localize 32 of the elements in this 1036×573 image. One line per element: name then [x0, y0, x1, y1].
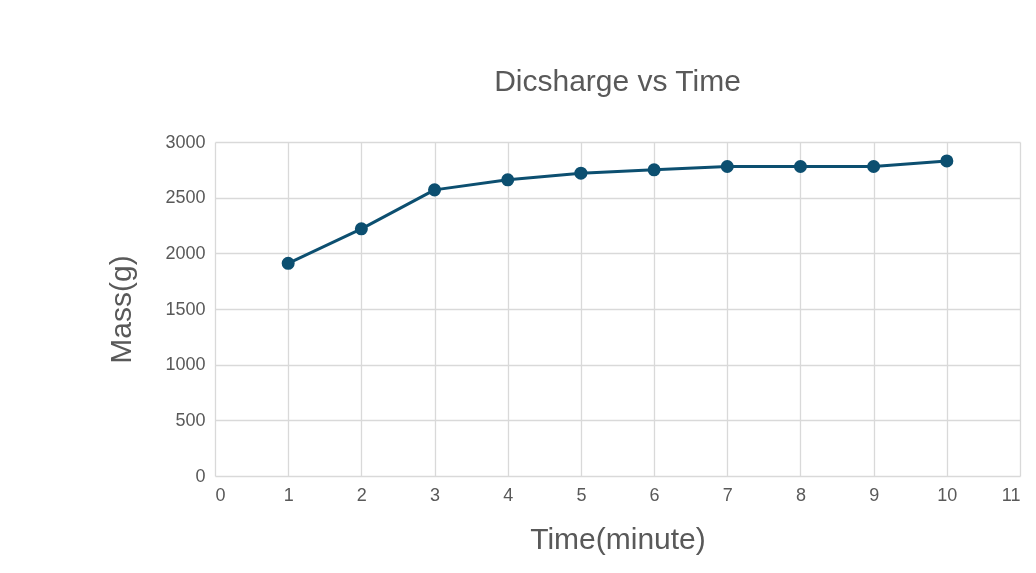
y-tick-label: 2500 — [165, 187, 206, 208]
point — [867, 159, 881, 173]
point — [574, 166, 588, 180]
point — [647, 163, 661, 177]
y-tick-label: 500 — [175, 409, 206, 430]
x-tick-label: 2 — [356, 484, 367, 505]
chart-title: Dicsharge vs Time — [494, 64, 741, 97]
x-tick-label: 1 — [283, 484, 294, 505]
x-tick-label: 9 — [869, 484, 880, 505]
x-tick-label: 10 — [937, 484, 958, 505]
point — [354, 222, 368, 236]
y-axis-title: Mass(g) — [104, 255, 138, 364]
x-tick-label: 3 — [430, 484, 441, 505]
point — [281, 256, 295, 270]
point — [940, 154, 954, 168]
y-tick-label: 3000 — [165, 131, 206, 152]
point — [501, 173, 515, 187]
point — [720, 159, 734, 173]
x-tick-label: 4 — [503, 484, 514, 505]
y-tick-label: 0 — [195, 465, 206, 486]
y-tick-label: 1500 — [165, 298, 206, 319]
x-tick-label: 6 — [649, 484, 660, 505]
y-tick-label: 1000 — [165, 354, 206, 375]
x-tick-label: 5 — [576, 484, 587, 505]
x-tick-label: 11 — [1001, 484, 1021, 505]
point — [793, 159, 807, 173]
x-axis-title: Time(minute) — [530, 521, 706, 555]
x-tick-label: 8 — [795, 484, 806, 505]
x-tick-label: 7 — [722, 484, 733, 505]
y-tick-label: 2000 — [165, 242, 206, 263]
point — [428, 183, 442, 197]
x-tick-label: 0 — [215, 484, 226, 505]
